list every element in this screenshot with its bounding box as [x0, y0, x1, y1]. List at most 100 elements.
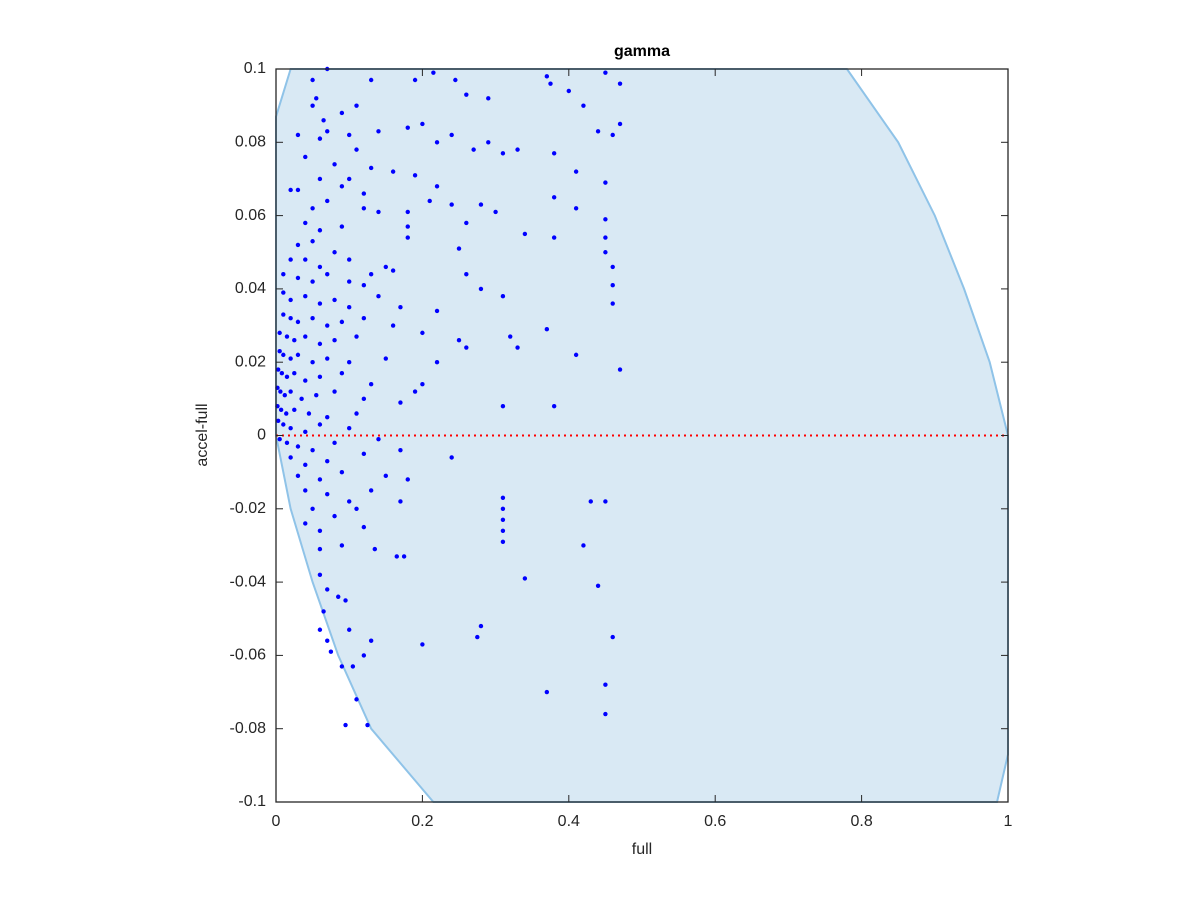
point: [383, 264, 388, 270]
point: [347, 279, 352, 284]
point: [354, 506, 359, 511]
point: [343, 722, 348, 728]
point: [434, 140, 440, 145]
point: [310, 103, 315, 108]
point: [434, 360, 440, 365]
point: [347, 305, 352, 310]
point: [361, 451, 367, 457]
point: [314, 392, 319, 398]
point: [277, 330, 282, 336]
point: [317, 546, 323, 552]
point: [478, 286, 484, 292]
point: [412, 77, 418, 83]
x-tick-label: 0.6: [704, 813, 726, 830]
point: [405, 477, 410, 482]
x-tick-label: 0.4: [558, 813, 580, 830]
point: [325, 323, 330, 328]
point: [303, 334, 308, 339]
point: [456, 338, 462, 343]
point: [500, 151, 506, 156]
point: [317, 572, 323, 577]
point: [347, 627, 352, 632]
point: [332, 440, 337, 446]
point: [281, 290, 286, 295]
point: [464, 345, 469, 350]
point: [339, 543, 345, 548]
point: [328, 649, 334, 654]
point: [551, 235, 557, 240]
point: [288, 389, 293, 394]
point: [295, 275, 301, 281]
point: [500, 517, 506, 522]
point: [581, 103, 586, 108]
point: [295, 473, 301, 479]
point: [284, 334, 290, 339]
point: [603, 682, 608, 687]
point: [281, 272, 286, 277]
point: [310, 279, 315, 284]
point: [500, 506, 506, 511]
point: [617, 121, 623, 127]
point: [361, 653, 367, 658]
point: [339, 224, 345, 229]
point: [277, 349, 282, 354]
point: [288, 356, 293, 361]
point: [350, 664, 356, 669]
point: [610, 264, 615, 270]
point: [278, 389, 283, 394]
point: [486, 140, 491, 145]
point: [321, 118, 326, 123]
point: [295, 444, 301, 449]
point: [551, 195, 557, 200]
point: [573, 206, 579, 211]
x-tick-label: 0.2: [411, 813, 433, 830]
point: [354, 103, 359, 108]
point: [398, 400, 403, 405]
point: [339, 370, 345, 376]
point: [456, 246, 462, 251]
point: [551, 151, 557, 156]
y-tick-label: 0.06: [235, 207, 266, 224]
point: [610, 634, 615, 640]
point: [398, 499, 403, 504]
point: [295, 242, 301, 248]
point: [478, 623, 484, 629]
point: [303, 429, 308, 435]
y-tick-label: -0.08: [230, 720, 267, 737]
point: [398, 305, 403, 310]
point: [361, 206, 367, 211]
point: [401, 554, 407, 559]
point: [500, 528, 506, 533]
point: [295, 352, 301, 358]
point: [544, 689, 550, 695]
point: [500, 403, 506, 409]
point: [317, 341, 323, 347]
point: [317, 301, 323, 306]
point: [500, 539, 506, 544]
point: [515, 345, 520, 350]
point: [420, 381, 425, 387]
point: [281, 422, 286, 427]
point: [317, 422, 323, 427]
point: [508, 334, 513, 339]
y-tick-label: 0.02: [235, 353, 266, 370]
point: [277, 436, 282, 442]
point: [295, 132, 301, 138]
point: [354, 697, 359, 702]
point: [303, 154, 308, 160]
point: [303, 462, 308, 468]
point: [292, 407, 297, 413]
point: [317, 627, 323, 632]
point: [347, 499, 352, 504]
point: [310, 506, 315, 511]
point: [295, 187, 301, 193]
point: [303, 521, 308, 526]
point: [610, 283, 615, 288]
point: [325, 198, 330, 204]
point: [603, 711, 608, 717]
point: [464, 92, 469, 97]
point: [372, 546, 378, 552]
point: [332, 389, 337, 394]
